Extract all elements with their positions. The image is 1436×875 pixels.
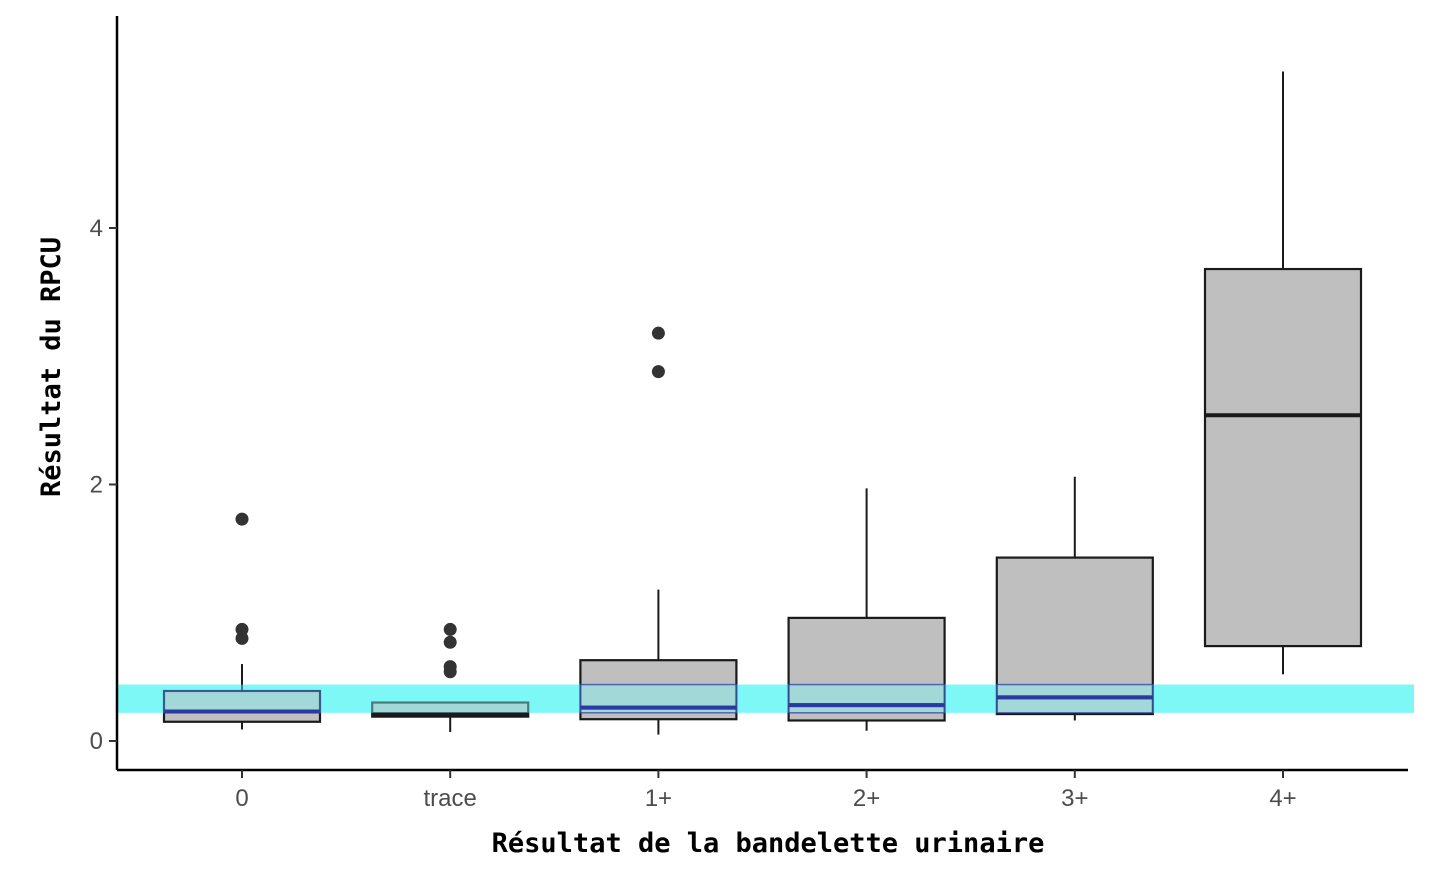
boxes-layer [162, 71, 1363, 735]
ticks-layer: 0 2 4 0 trace 1+ 2+ 3+ 4+ [90, 215, 1297, 812]
x-tick-label: 0 [235, 785, 248, 812]
box-band-outline [163, 690, 321, 714]
box-iqr [995, 556, 1154, 716]
outlier-point [651, 326, 665, 340]
box-1+ [579, 326, 738, 735]
outlier-point [443, 660, 457, 674]
axes-layer [115, 16, 1408, 772]
outlier-point [443, 635, 457, 649]
box-trace [371, 622, 530, 733]
outlier-point [235, 512, 249, 526]
outlier-point [235, 631, 249, 645]
y-tick-label: 0 [90, 728, 103, 755]
y-tick-label: 2 [90, 472, 103, 499]
x-axis-title: Résultat de la bandelette urinaire [492, 828, 1045, 859]
outlier-point [443, 622, 457, 636]
x-tick-label: 2+ [853, 785, 880, 812]
box-band-outline [579, 683, 738, 714]
x-tick-label: 4+ [1269, 785, 1296, 812]
reference-band [117, 684, 1414, 713]
outlier-point [235, 622, 249, 636]
box-4+ [1203, 71, 1363, 675]
reference-band-layer [117, 684, 1414, 713]
box-band-outline [787, 683, 946, 714]
box-iqr [1203, 267, 1363, 648]
y-axis-title: Résultat du RPCU [36, 237, 67, 497]
outlier-point [651, 365, 665, 379]
x-tick-label: 3+ [1061, 785, 1088, 812]
reference-band-overlay [117, 684, 1414, 713]
x-tick-label: trace [424, 785, 477, 812]
y-tick-label: 4 [90, 215, 103, 242]
band-overlay-layer [117, 683, 1414, 714]
box-3+ [995, 476, 1154, 721]
box-band-outline [996, 683, 1154, 714]
x-tick-label: 1+ [645, 785, 672, 812]
